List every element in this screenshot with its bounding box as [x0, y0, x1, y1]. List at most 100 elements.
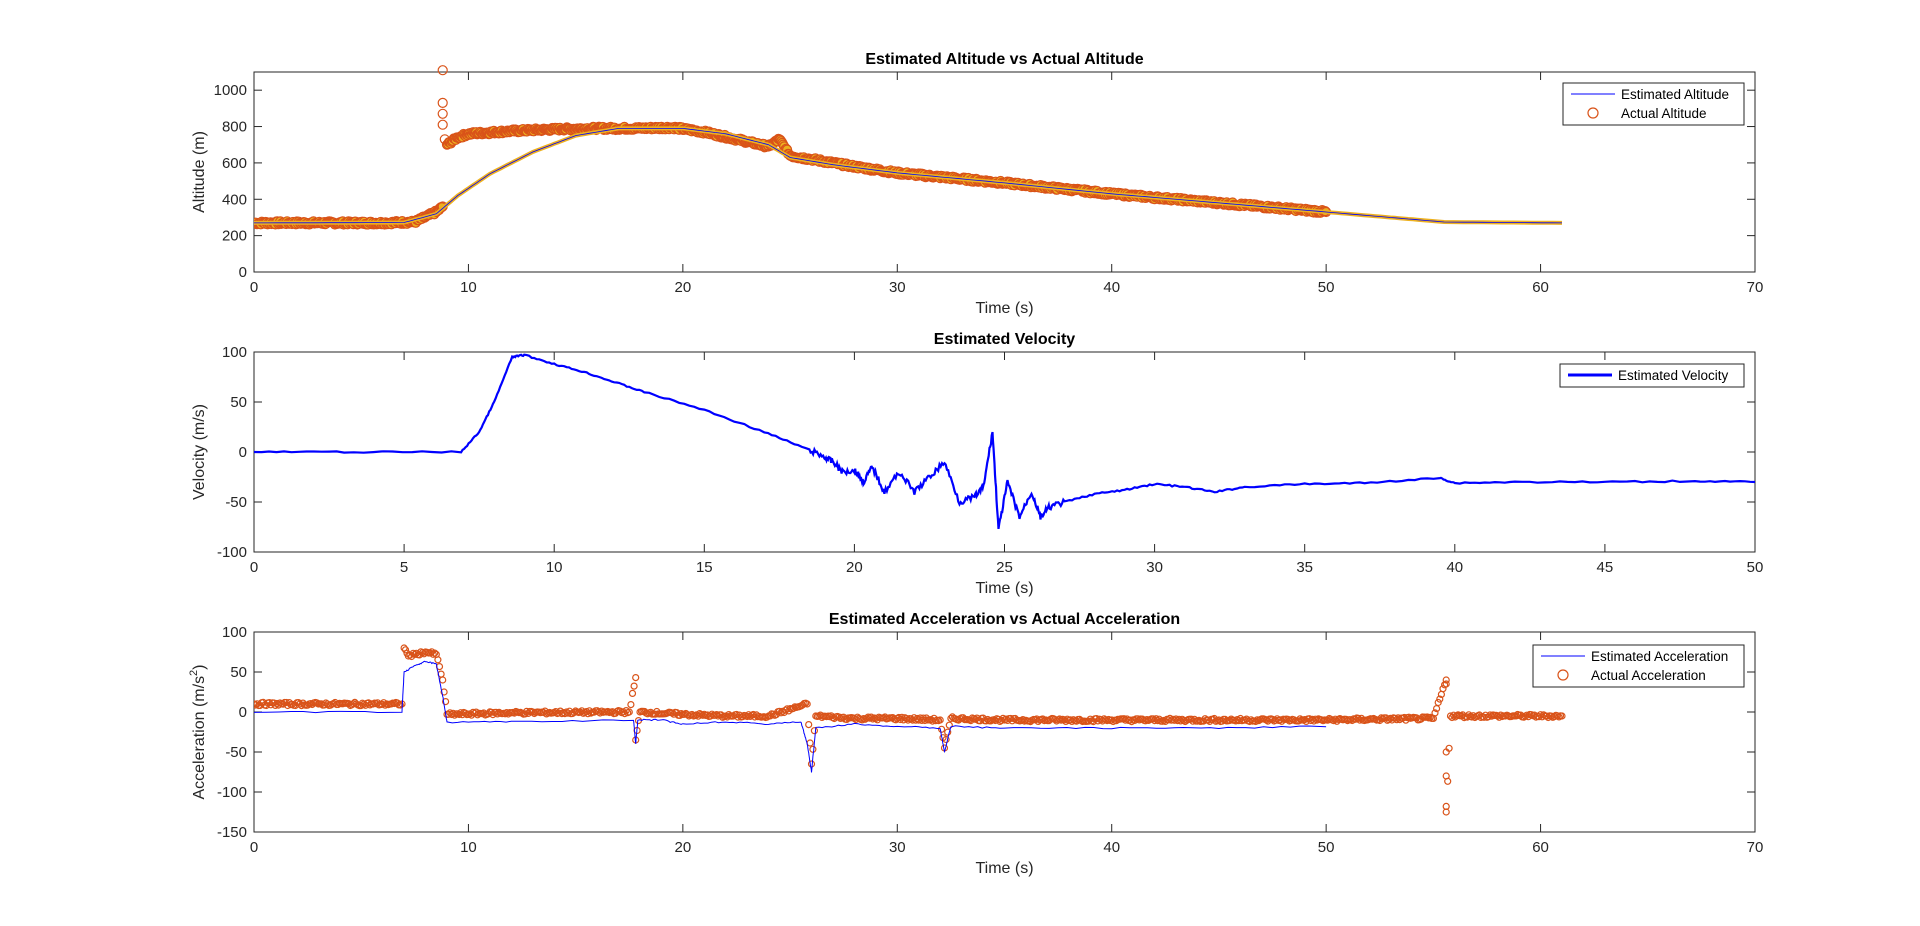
data-point-trail [429, 650, 437, 658]
data-point-trail [434, 656, 442, 664]
x-tick-label: 20 [675, 279, 692, 296]
data-point-trail [937, 725, 946, 733]
x-tick-label: 50 [1318, 839, 1335, 856]
y-tick-label: 50 [230, 664, 247, 681]
x-tick-label: 0 [250, 839, 258, 856]
legend-box [1559, 363, 1745, 388]
legend: Estimated Velocity [1559, 363, 1745, 388]
legend: Estimated Acceleration Actual Acceleratio… [1532, 644, 1745, 688]
data-point [803, 700, 811, 708]
y-tick-label: 400 [222, 191, 247, 208]
data-point-trail [835, 713, 843, 721]
y-tick-label: 0 [239, 264, 247, 281]
legend-marker-swatch [1587, 107, 1599, 119]
x-tick-label: 10 [460, 279, 477, 296]
data-point-trail [945, 721, 953, 729]
data-point-trail [1002, 715, 1010, 723]
data-point [1558, 712, 1566, 720]
data-point-trail [1439, 685, 1447, 693]
data-point-trail [1436, 695, 1444, 703]
series-line-core [254, 128, 1563, 224]
axes-2: Estimated Velocity 0 5 10 15 20 25 30 35 40 45 50 -1… [191, 331, 1763, 597]
y-tick-label: 0 [239, 704, 247, 721]
y-tick-label: 100 [222, 624, 247, 641]
data-point-trail [628, 689, 637, 698]
data-point-trail [1094, 717, 1102, 725]
x-tick-label: 30 [889, 839, 906, 856]
legend-label: Actual Acceleration [1591, 668, 1706, 683]
data-point [1442, 676, 1450, 684]
data-point [1442, 808, 1450, 816]
x-tick-label: 0 [250, 279, 258, 296]
series-estimated-acceleration [254, 660, 1327, 773]
axes-1: Estimated Altitude vs Actual Altitude 0 10… [191, 51, 1763, 317]
data-point-trail [743, 712, 751, 721]
x-tick-label: 0 [250, 559, 258, 576]
x-tick-label: 30 [889, 279, 906, 296]
y-tick-label: -50 [225, 744, 247, 761]
data-point [437, 97, 448, 109]
data-point-trail [442, 697, 450, 706]
data-point [1442, 680, 1450, 688]
data-point [437, 65, 448, 76]
data-point-trail [688, 710, 696, 719]
data-point-trail [1555, 713, 1563, 721]
data-point [625, 708, 633, 716]
y-tick-label: 1000 [214, 82, 247, 99]
data-point [936, 716, 944, 724]
y-tick-label: 50 [230, 394, 247, 411]
data-point-trail [1068, 717, 1076, 726]
series-actual-acceleration [254, 644, 1566, 816]
legend-label: Actual Altitude [1621, 106, 1707, 121]
y-tick-label: -150 [217, 824, 247, 841]
data-point-trail [867, 713, 875, 721]
x-tick-label: 30 [1146, 559, 1163, 576]
data-point-trail [604, 707, 612, 716]
x-axis-label: Time (s) [975, 300, 1033, 317]
data-point-trail [1175, 715, 1183, 723]
data-point-trail [349, 700, 357, 708]
x-tick-label: 10 [546, 559, 563, 576]
x-tick-label: 40 [1103, 279, 1120, 296]
data-point-trail [1434, 698, 1442, 707]
data-point-trail [440, 688, 448, 696]
data-point-trail [745, 711, 753, 719]
x-tick-label: 20 [675, 839, 692, 856]
data-point-trail [805, 720, 813, 729]
x-tick-label: 25 [996, 559, 1013, 576]
axes-3: Estimated Acceleration vs Actual Acceler… [188, 611, 1763, 877]
x-tick-label: 5 [400, 559, 408, 576]
y-tick-label: -100 [217, 784, 247, 801]
data-point-trail [1444, 777, 1452, 785]
x-tick-label: 60 [1532, 279, 1549, 296]
legend: Estimated Altitude Actual Altitude [1562, 82, 1745, 126]
x-tick-label: 70 [1747, 279, 1764, 296]
y-tick-label: 200 [222, 228, 247, 245]
data-point-trail [1085, 717, 1093, 725]
data-point-trail [1141, 717, 1150, 725]
y-tick-label: -50 [225, 494, 247, 511]
x-tick-label: 45 [1597, 559, 1614, 576]
data-point-trail [738, 713, 747, 721]
x-tick-label: 35 [1296, 559, 1313, 576]
data-point-trail [942, 735, 950, 744]
legend-box [1532, 644, 1745, 688]
data-point-trail [1187, 715, 1196, 723]
data-point-trail [457, 709, 465, 717]
series-estimated-altitude [254, 126, 1563, 225]
x-tick-label: 15 [696, 559, 713, 576]
data-point-trail [858, 716, 866, 724]
data-point-trail [1055, 715, 1064, 723]
data-point-trail [254, 701, 260, 709]
data-point-trail [789, 704, 797, 713]
series-layer [254, 644, 1566, 816]
y-tick-label: -100 [217, 544, 247, 561]
series-line [254, 353, 1755, 530]
data-point-trail [810, 727, 819, 735]
x-tick-label: 40 [1103, 839, 1120, 856]
y-tick-label: 800 [222, 119, 247, 136]
data-point [807, 760, 816, 768]
data-point-trail [313, 699, 321, 707]
chart-title: Estimated Velocity [934, 331, 1075, 348]
